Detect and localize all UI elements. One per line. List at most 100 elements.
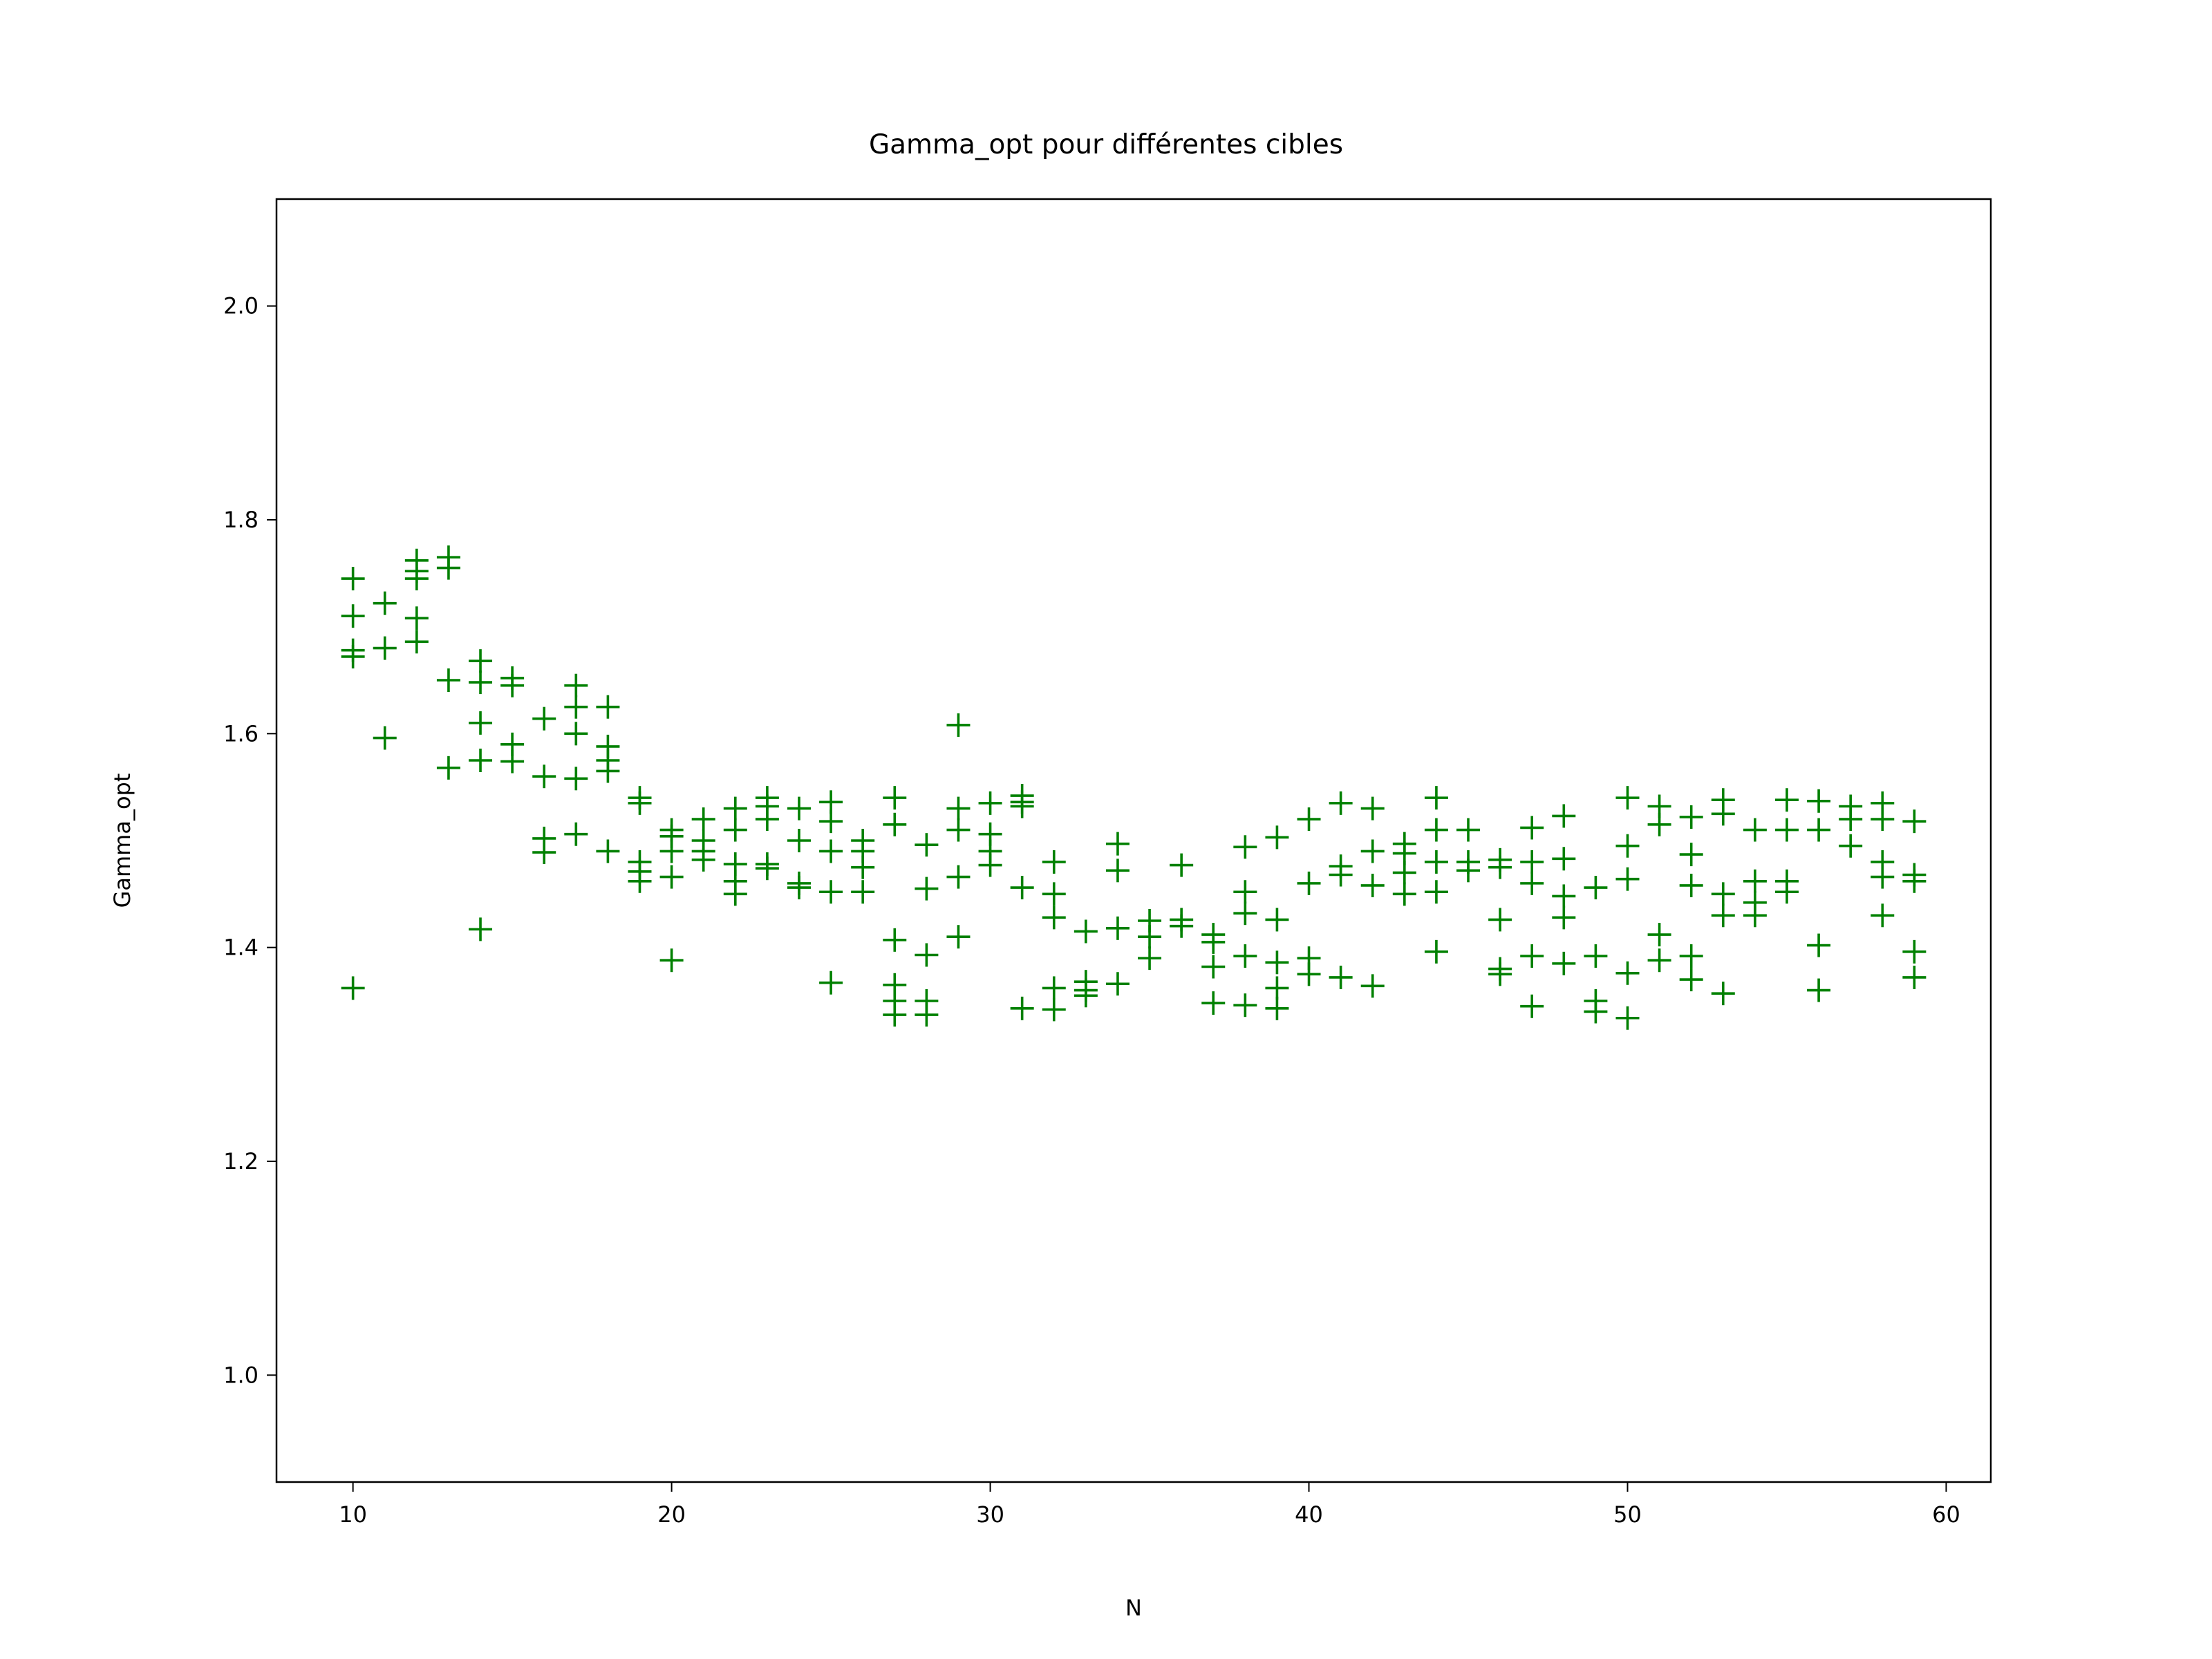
x-tick-label: 40 [1295, 1501, 1323, 1528]
data-point [1743, 869, 1767, 893]
data-point [1647, 923, 1671, 947]
data-point [915, 1003, 939, 1027]
x-axis-label: N [1125, 1595, 1142, 1621]
data-point [1711, 882, 1735, 906]
data-point [1233, 901, 1257, 926]
data-point [1615, 867, 1640, 891]
data-point [1456, 859, 1481, 883]
data-point [469, 671, 493, 695]
data-point [1074, 984, 1098, 1008]
data-point [1743, 818, 1767, 842]
data-point [659, 839, 684, 863]
data-point [851, 880, 875, 904]
data-point [946, 818, 971, 842]
data-point [1679, 968, 1703, 992]
data-point [1552, 951, 1576, 975]
data-point [1265, 976, 1289, 1000]
data-point [532, 765, 556, 789]
data-point [1297, 871, 1321, 895]
marker-layer [341, 545, 1927, 1030]
data-point [915, 833, 939, 857]
data-point [915, 877, 939, 901]
data-point [1520, 850, 1544, 874]
chart-title: Gamma_opt pour différentes cibles [869, 129, 1343, 160]
data-point [723, 818, 747, 842]
data-point [1010, 794, 1034, 818]
x-tick-label: 30 [976, 1501, 1004, 1528]
data-point [1042, 997, 1066, 1022]
data-point [1615, 834, 1640, 858]
data-point [1871, 807, 1895, 832]
data-point [500, 749, 525, 774]
x-axis-ticks: 10 20 30 40 50 60 [339, 1482, 1960, 1528]
data-point [1010, 876, 1034, 900]
data-point [946, 796, 971, 821]
data-point [1360, 873, 1385, 897]
data-point [628, 869, 652, 893]
data-point [883, 786, 907, 810]
data-point [564, 673, 588, 697]
data-point [436, 668, 460, 692]
data-point [1010, 996, 1034, 1020]
y-tick-label: 2.0 [223, 293, 259, 319]
data-point [1424, 786, 1448, 810]
data-point [819, 809, 843, 834]
data-point [1265, 996, 1289, 1020]
data-point [1265, 908, 1289, 932]
data-point [1042, 850, 1066, 874]
data-point [1424, 939, 1448, 964]
data-point [1839, 834, 1863, 858]
data-point [1584, 944, 1608, 968]
data-point [946, 865, 971, 889]
data-point [883, 812, 907, 836]
data-point [1711, 982, 1735, 1006]
data-point [1170, 853, 1194, 877]
data-point [883, 1003, 907, 1027]
data-point [564, 767, 588, 791]
data-point [564, 822, 588, 846]
data-point [1520, 994, 1544, 1018]
data-point [532, 841, 556, 865]
data-point [469, 749, 493, 772]
data-point [1392, 882, 1416, 906]
data-point [1774, 788, 1799, 812]
data-point [1902, 869, 1927, 893]
data-point [1520, 944, 1544, 968]
data-point [1584, 876, 1608, 900]
data-point [373, 636, 397, 660]
data-point [1042, 882, 1066, 906]
y-tick-label: 1.0 [223, 1362, 259, 1388]
data-point [723, 796, 747, 821]
x-tick-label: 20 [657, 1501, 686, 1528]
y-axis-ticks: 1.0 1.2 1.4 1.6 1.8 2.0 [223, 293, 276, 1388]
data-point [1839, 807, 1863, 832]
data-point [341, 976, 365, 1000]
data-point [1807, 978, 1831, 1002]
data-point [469, 649, 493, 673]
data-point [1329, 863, 1353, 887]
x-tick-label: 10 [339, 1501, 367, 1528]
data-point [1615, 786, 1640, 810]
data-point [341, 567, 365, 591]
data-point [755, 856, 779, 881]
data-point [787, 876, 811, 900]
data-point [1424, 880, 1448, 904]
data-point [819, 839, 843, 863]
data-point [1711, 903, 1735, 928]
data-point [1774, 818, 1799, 842]
data-point [1105, 972, 1130, 996]
data-point [1042, 976, 1066, 1000]
data-point [341, 644, 365, 668]
data-point [1329, 791, 1353, 815]
data-point [404, 630, 429, 654]
data-point [691, 807, 715, 832]
data-point [787, 829, 811, 852]
data-point [436, 756, 460, 780]
y-tick-label: 1.2 [223, 1148, 259, 1174]
data-point [883, 928, 907, 952]
data-point [851, 855, 875, 879]
y-tick-label: 1.4 [223, 935, 259, 961]
data-point [436, 556, 460, 580]
